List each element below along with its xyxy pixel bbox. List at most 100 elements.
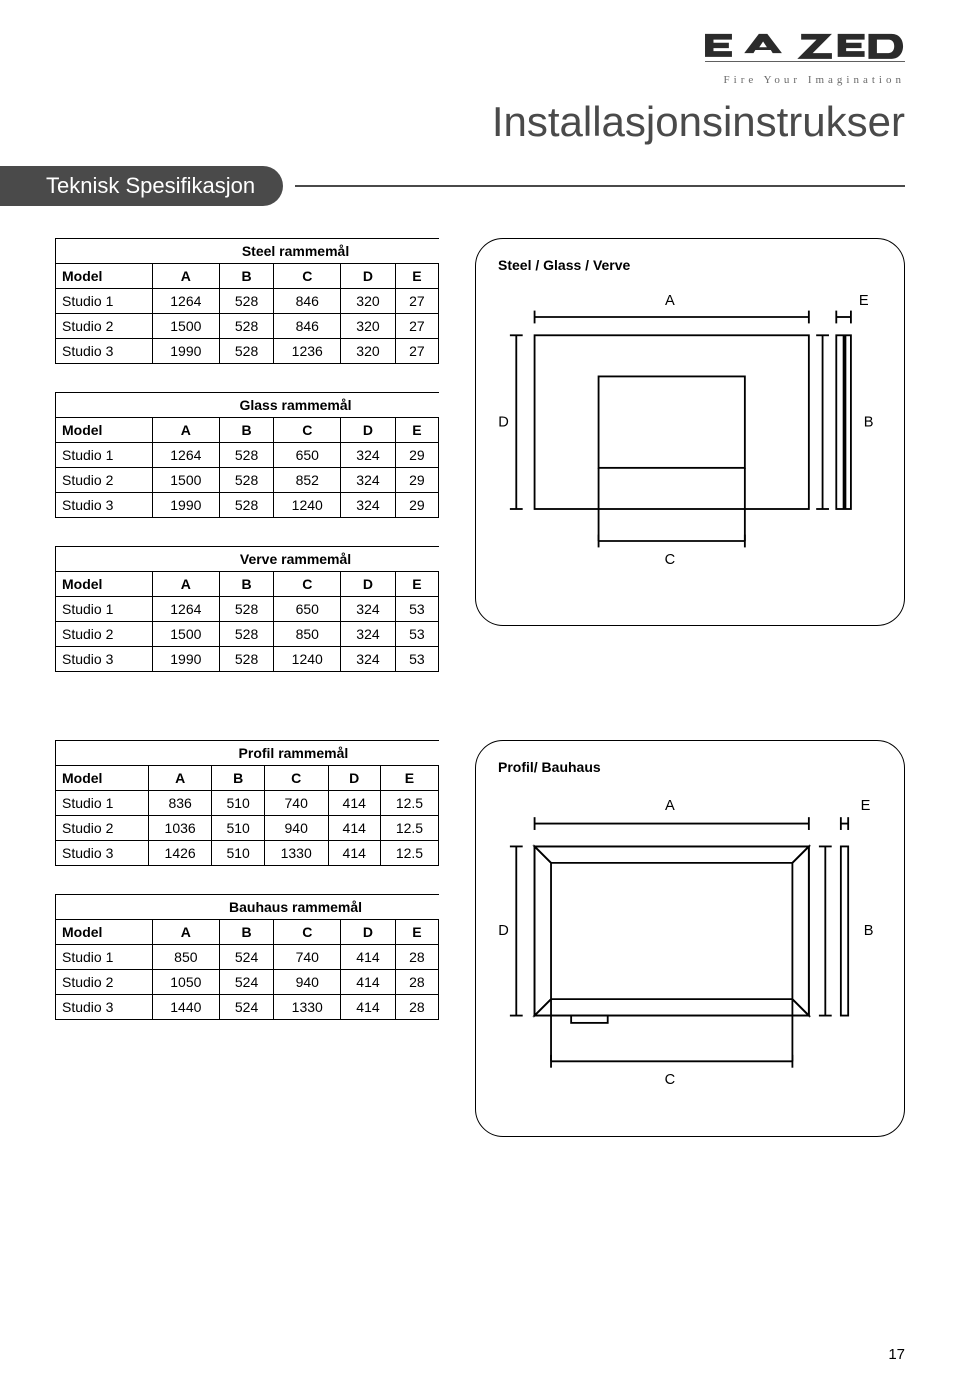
table-header: A xyxy=(153,263,220,288)
table-row: Studio 183651074041412.5 xyxy=(56,790,439,815)
table-cell: 1990 xyxy=(153,492,220,517)
table-header: B xyxy=(219,417,274,442)
table-cell: 414 xyxy=(328,840,380,865)
table-cell: 650 xyxy=(274,596,341,621)
table-caption: Profil rammemål xyxy=(148,740,438,765)
table-header: A xyxy=(153,571,220,596)
table-row: Studio 2105052494041428 xyxy=(56,969,439,994)
table-cell: 414 xyxy=(328,815,380,840)
table-row: Studio 2150052885232429 xyxy=(56,467,439,492)
table-cell: 27 xyxy=(395,313,438,338)
table-cell: 524 xyxy=(219,944,274,969)
table-cell: Studio 2 xyxy=(56,467,153,492)
dim-label-A: A xyxy=(665,293,675,309)
table-cell: 850 xyxy=(153,944,220,969)
section-banner: Teknisk Spesifikasjon xyxy=(0,166,905,206)
table-cell: 1990 xyxy=(153,338,220,363)
table-cell: 320 xyxy=(341,288,396,313)
table-cell: 414 xyxy=(328,790,380,815)
table-header: A xyxy=(153,919,220,944)
page-title: Installasjonsinstrukser xyxy=(55,98,905,146)
table-header: Model xyxy=(56,919,153,944)
table-steel: Steel rammemålModelABCDEStudio 112645288… xyxy=(55,238,439,364)
dim-label-C: C xyxy=(665,551,676,567)
table-cell: 740 xyxy=(274,944,341,969)
table-cell: 1500 xyxy=(153,621,220,646)
table-cell: 324 xyxy=(341,646,396,671)
table-cell: Studio 2 xyxy=(56,815,149,840)
table-cell: Studio 1 xyxy=(56,790,149,815)
table-cell: 1500 xyxy=(153,313,220,338)
table-header: E xyxy=(380,765,438,790)
table-header: C xyxy=(264,765,328,790)
table-cell: Studio 2 xyxy=(56,313,153,338)
table-header: E xyxy=(395,571,438,596)
table-cell: 27 xyxy=(395,288,438,313)
table-cell: Studio 2 xyxy=(56,969,153,994)
table-header: A xyxy=(153,417,220,442)
table-cell: 414 xyxy=(341,969,396,994)
table-cell: 53 xyxy=(395,596,438,621)
table-cell: 528 xyxy=(219,338,274,363)
table-cell: 29 xyxy=(395,442,438,467)
table-header: C xyxy=(274,919,341,944)
table-cell: 320 xyxy=(341,313,396,338)
table-row: Studio 31990528124032429 xyxy=(56,492,439,517)
table-row: Studio 31990528123632027 xyxy=(56,338,439,363)
table-cell: 29 xyxy=(395,492,438,517)
table-header: Model xyxy=(56,263,153,288)
table-header: A xyxy=(148,765,212,790)
table-header: E xyxy=(395,417,438,442)
table-cell: 1264 xyxy=(153,442,220,467)
table-cell: 510 xyxy=(212,840,264,865)
table-cell: 324 xyxy=(341,621,396,646)
table-cell: 1236 xyxy=(274,338,341,363)
table-cell: Studio 2 xyxy=(56,621,153,646)
table-cell: 324 xyxy=(341,492,396,517)
table-header: C xyxy=(274,263,341,288)
table-cell: 528 xyxy=(219,621,274,646)
dim-label-E: E xyxy=(859,293,869,309)
table-cell: 28 xyxy=(395,994,438,1019)
table-glass: Glass rammemålModelABCDEStudio 112645286… xyxy=(55,392,439,518)
table-cell: 1036 xyxy=(148,815,212,840)
table-cell: 1050 xyxy=(153,969,220,994)
table-cell: 1264 xyxy=(153,288,220,313)
table-cell: Studio 1 xyxy=(56,596,153,621)
dim-label-D: D xyxy=(498,923,509,939)
table-cell: Studio 1 xyxy=(56,442,153,467)
table-header: Model xyxy=(56,571,153,596)
table-cell: 320 xyxy=(341,338,396,363)
diagram-panel-1: Steel / Glass / Verve xyxy=(475,238,905,626)
diagram-title-1: Steel / Glass / Verve xyxy=(498,257,882,273)
table-cell: Studio 3 xyxy=(56,840,149,865)
table-cell: 846 xyxy=(274,313,341,338)
table-cell: 1330 xyxy=(264,840,328,865)
table-cell: 12.5 xyxy=(380,790,438,815)
dim-label-B: B xyxy=(864,414,874,430)
table-cell: Studio 3 xyxy=(56,994,153,1019)
table-cell: 12.5 xyxy=(380,840,438,865)
table-cell: Studio 3 xyxy=(56,492,153,517)
table-row: Studio 2103651094041412.5 xyxy=(56,815,439,840)
page-number: 17 xyxy=(888,1346,905,1363)
banner-label: Teknisk Spesifikasjon xyxy=(0,166,283,206)
table-bauhaus: Bauhaus rammemålModelABCDEStudio 1850524… xyxy=(55,894,439,1020)
table-row: Studio 31440524133041428 xyxy=(56,994,439,1019)
table-cell: 650 xyxy=(274,442,341,467)
table-cell: 12.5 xyxy=(380,815,438,840)
table-cell: Studio 1 xyxy=(56,288,153,313)
banner-rule xyxy=(295,185,905,187)
table-verve: Verve rammemålModelABCDEStudio 112645286… xyxy=(55,546,439,672)
table-cell: Studio 3 xyxy=(56,338,153,363)
table-cell: 29 xyxy=(395,467,438,492)
diagram-panel-2: Profil/ Bauhaus xyxy=(475,740,905,1137)
table-cell: 27 xyxy=(395,338,438,363)
table-cell: 1500 xyxy=(153,467,220,492)
table-caption: Verve rammemål xyxy=(153,546,439,571)
table-header: E xyxy=(395,919,438,944)
table-cell: 740 xyxy=(264,790,328,815)
table-cell: 1330 xyxy=(274,994,341,1019)
table-cell: Studio 1 xyxy=(56,944,153,969)
dim-label-E: E xyxy=(861,797,871,813)
